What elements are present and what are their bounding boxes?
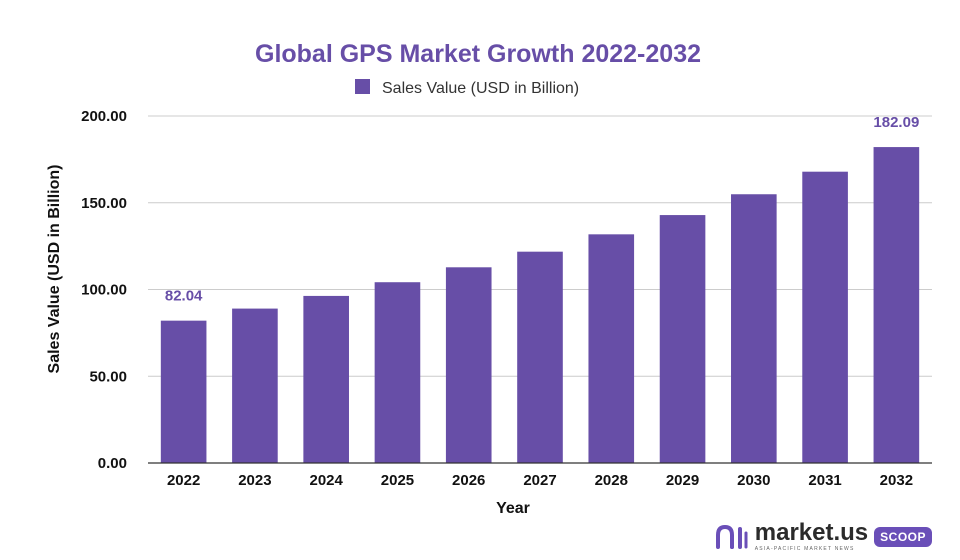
brand-watermark: market.us ASIA-PACIFIC MARKET NEWS SCOOP bbox=[715, 521, 932, 552]
legend: Sales Value (USD in Billion) bbox=[355, 79, 579, 97]
x-tick-label: 2022 bbox=[167, 472, 200, 489]
x-tick-label: 2026 bbox=[452, 472, 485, 489]
y-tick-label: 0.00 bbox=[98, 455, 127, 472]
y-axis-title: Sales Value (USD in Billion) bbox=[46, 165, 63, 374]
x-tick-label: 2030 bbox=[737, 472, 770, 489]
bar-2032 bbox=[873, 147, 920, 463]
bar-2029 bbox=[659, 215, 706, 463]
bar-2025 bbox=[374, 282, 421, 463]
x-tick-label: 2032 bbox=[880, 472, 913, 489]
bar-2030 bbox=[731, 194, 777, 463]
x-tick-label: 2023 bbox=[238, 472, 271, 489]
y-tick-label: 200.00 bbox=[81, 108, 127, 125]
market-us-logo-icon bbox=[715, 524, 748, 549]
bars bbox=[160, 147, 920, 464]
x-tick-label: 2029 bbox=[666, 472, 699, 489]
x-axis-ticks: 2022 2023 2024 2025 2026 2027 2028 2029 2030 2031… bbox=[167, 472, 913, 489]
bar-2027 bbox=[517, 251, 563, 463]
bar-2026 bbox=[445, 267, 492, 463]
bar-2024 bbox=[303, 295, 349, 463]
legend-label: Sales Value (USD in Billion) bbox=[382, 80, 579, 97]
brand-tagline: ASIA-PACIFIC MARKET NEWS bbox=[754, 546, 855, 552]
x-axis-title: Year bbox=[496, 500, 530, 517]
brand-badge: SCOOP bbox=[874, 526, 932, 547]
data-label-2022: 82.04 bbox=[165, 288, 203, 305]
x-tick-label: 2027 bbox=[523, 472, 556, 489]
x-tick-label: 2025 bbox=[381, 472, 414, 489]
y-tick-label: 100.00 bbox=[81, 282, 127, 299]
legend-swatch bbox=[355, 79, 370, 94]
x-tick-label: 2028 bbox=[595, 472, 628, 489]
bar-2031 bbox=[802, 171, 848, 464]
y-tick-label: 150.00 bbox=[81, 195, 127, 212]
x-tick-label: 2031 bbox=[808, 472, 841, 489]
chart-title: Global GPS Market Growth 2022-2032 bbox=[255, 40, 701, 68]
x-tick-label: 2024 bbox=[309, 472, 343, 489]
bar-2023 bbox=[232, 308, 278, 463]
y-tick-label: 50.00 bbox=[89, 368, 127, 385]
bar-2022 bbox=[160, 320, 207, 463]
bar-2028 bbox=[588, 234, 635, 463]
data-labels: 82.04 182.09 bbox=[165, 114, 919, 305]
brand-name: market.us bbox=[754, 519, 869, 546]
y-axis-ticks: 0.00 50.00 100.00 150.00 200.00 bbox=[81, 108, 127, 472]
data-label-2032: 182.09 bbox=[873, 114, 919, 131]
